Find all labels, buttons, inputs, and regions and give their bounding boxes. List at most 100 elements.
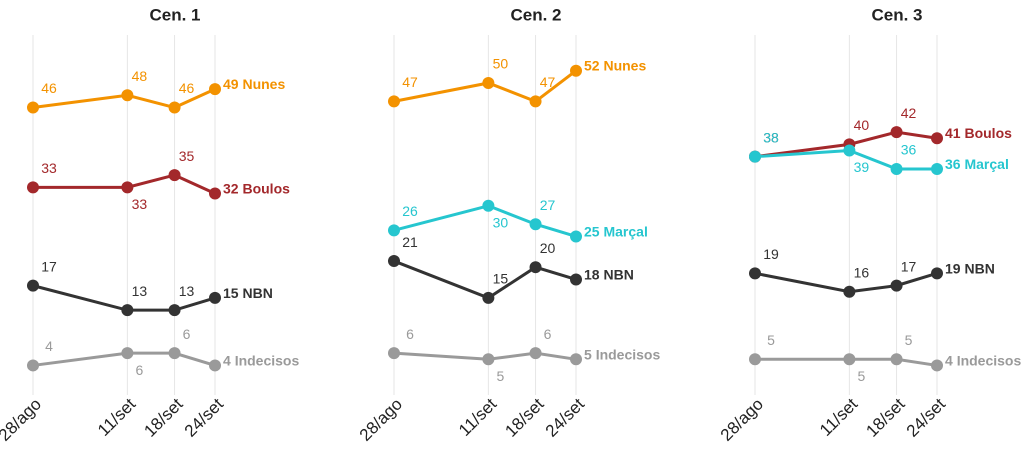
marker [749, 150, 761, 163]
line [33, 173, 216, 195]
end-value: 32 [223, 180, 239, 196]
line [393, 259, 577, 300]
x-tick-label: 11/set [816, 394, 861, 439]
series-name: Nunes [603, 57, 646, 73]
marker [121, 89, 134, 102]
end-label: 18 NBN [584, 266, 634, 282]
x-tick-label: 28/ago [0, 395, 45, 445]
end-value: 18 [584, 266, 600, 282]
data-label: 38 [763, 129, 779, 145]
chart-title: Cen. 1 [149, 5, 200, 24]
marker [570, 64, 582, 77]
marker [168, 304, 181, 317]
series-name: NBN [603, 266, 633, 282]
x-tick-label: 28/ago [717, 395, 767, 445]
data-label: 19 [763, 246, 779, 262]
end-label: 15 NBN [223, 285, 273, 301]
data-label: 5 [496, 368, 504, 384]
data-label: 36 [901, 142, 917, 158]
end-label: 25 Marçal [584, 223, 648, 239]
end-label: 5 Indecisos [584, 346, 660, 362]
marker [482, 199, 495, 212]
marker [890, 353, 903, 366]
x-tick-label: 18/set [140, 394, 186, 440]
data-label: 5 [857, 368, 865, 384]
x-tick-label: 24/set [181, 394, 227, 440]
series-name: NBN [964, 260, 994, 276]
data-label: 17 [901, 258, 917, 274]
data-label: 26 [402, 203, 418, 219]
chart-title: Cen. 2 [510, 5, 561, 24]
series-name: Indecisos [957, 352, 1022, 368]
marker [931, 267, 943, 280]
data-label: 48 [132, 68, 148, 84]
marker [121, 347, 134, 360]
marker [27, 101, 39, 114]
x-tick-label: 11/set [455, 394, 500, 439]
end-value: 5 [584, 346, 592, 362]
end-value: 25 [584, 223, 600, 239]
marker [749, 267, 761, 280]
marker [27, 359, 39, 372]
marker [209, 291, 221, 304]
line [754, 149, 937, 171]
marker [931, 132, 943, 145]
end-value: 4 [223, 352, 231, 368]
line [754, 271, 938, 294]
series-name: Nunes [242, 76, 285, 92]
line [32, 351, 216, 367]
marker [482, 353, 495, 366]
marker [749, 353, 761, 366]
end-value: 49 [223, 76, 239, 92]
chart-title: Cen. 3 [871, 5, 922, 24]
data-label: 21 [402, 234, 418, 250]
series-name: Indecisos [596, 346, 661, 362]
end-value: 4 [945, 352, 953, 368]
marker [931, 359, 943, 372]
data-label: 16 [854, 264, 870, 280]
data-label: 5 [905, 332, 913, 348]
end-label: 41 Boulos [945, 125, 1012, 141]
data-label: 33 [41, 160, 57, 176]
data-label: 13 [179, 283, 195, 299]
end-value: 41 [945, 125, 961, 141]
series-name: Marçal [964, 156, 1008, 172]
end-label: 4 Indecisos [945, 352, 1021, 368]
data-label: 20 [540, 240, 556, 256]
data-label: 6 [183, 326, 191, 342]
data-label: 6 [544, 326, 552, 342]
end-label: 32 Boulos [223, 180, 290, 196]
data-label: 33 [132, 196, 148, 212]
end-value: 19 [945, 260, 961, 276]
series-name: Indecisos [235, 352, 300, 368]
marker [482, 76, 495, 89]
data-label: 47 [402, 74, 418, 90]
data-label: 6 [135, 362, 143, 378]
end-value: 52 [584, 57, 600, 73]
marker [570, 353, 582, 366]
data-label: 46 [179, 80, 195, 96]
marker [529, 347, 542, 360]
x-tick-label: 24/set [542, 394, 588, 440]
data-label: 40 [854, 117, 870, 133]
marker [843, 353, 856, 366]
series-name: Marçal [603, 223, 647, 239]
marker [388, 347, 400, 360]
data-label: 46 [41, 80, 57, 96]
data-label: 4 [45, 338, 53, 354]
series-name: NBN [242, 285, 272, 301]
end-label: 49 Nunes [223, 76, 285, 92]
marker [168, 169, 181, 182]
data-label: 30 [493, 214, 509, 230]
data-label: 35 [179, 148, 195, 164]
x-tick-label: 11/set [94, 394, 139, 439]
line [393, 204, 577, 238]
data-label: 15 [493, 271, 509, 287]
line [393, 69, 577, 104]
marker [388, 95, 400, 108]
marker [27, 279, 39, 292]
